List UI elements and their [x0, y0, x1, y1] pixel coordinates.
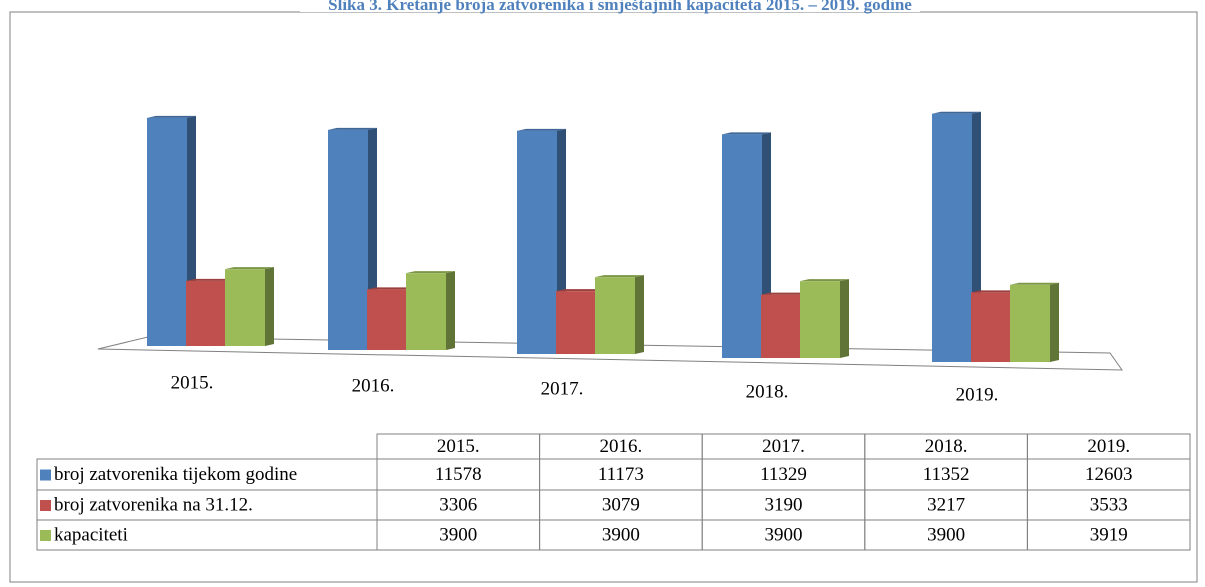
bar-side [265, 267, 274, 346]
legend-label: broj zatvorenika na 31.12. [54, 494, 253, 515]
table-value: 3900 [927, 524, 965, 545]
bar-front [406, 273, 446, 350]
table-value: 3217 [927, 494, 965, 515]
bar-top [556, 289, 605, 292]
bar-top [186, 278, 235, 281]
table-header: 2017. [762, 436, 805, 457]
x-tick-label: 2016. [352, 375, 395, 396]
chart-title: Slika 3. Kretanje broja zatvorenika i sm… [328, 0, 912, 14]
table-value: 3900 [439, 524, 477, 545]
table-value: 11578 [435, 464, 482, 485]
bar-top [1010, 282, 1059, 285]
legend-swatch [40, 500, 51, 511]
table-value: 3919 [1090, 524, 1128, 545]
bar-top [971, 290, 1020, 293]
bar-front [225, 269, 265, 346]
x-tick-label: 2017. [541, 378, 584, 399]
bar-top [328, 127, 377, 130]
table-header: 2016. [600, 436, 643, 457]
table-value: 3900 [765, 524, 803, 545]
bar-top [517, 128, 566, 131]
bar-top [761, 292, 810, 295]
bar-top [225, 267, 274, 270]
bar-side [840, 279, 849, 358]
table-value: 3900 [602, 524, 640, 545]
bar-top [800, 279, 849, 282]
bar-top [406, 271, 455, 274]
bar [406, 271, 455, 350]
legend-swatch [40, 469, 51, 481]
bar-side [635, 275, 644, 354]
table-value: 3306 [439, 494, 477, 515]
bar-front [556, 291, 596, 354]
bar-front [761, 294, 801, 358]
bar-top [595, 275, 644, 278]
table-value: 3079 [602, 494, 640, 515]
bar [225, 267, 274, 346]
bar-side [1050, 282, 1059, 362]
bar-front [367, 289, 407, 350]
table-value: 11352 [923, 464, 970, 485]
legend-label: kapaciteti [54, 524, 128, 545]
bar-front [517, 130, 557, 354]
bar-front [328, 129, 368, 350]
x-tick-label: 2018. [746, 381, 789, 402]
bar [800, 279, 849, 358]
x-tick-label: 2015. [171, 372, 214, 393]
table-row-cell [36, 519, 1191, 551]
bar-front [186, 280, 226, 346]
bar-front [722, 134, 762, 358]
table-header: 2019. [1087, 436, 1130, 457]
table-value: 11329 [760, 464, 807, 485]
table-header: 2018. [925, 436, 968, 457]
table-header: 2015. [437, 436, 480, 457]
bar-top [932, 111, 981, 114]
bar-top [722, 132, 771, 135]
legend-swatch [40, 530, 51, 541]
bar-front [932, 113, 972, 362]
bar [147, 115, 196, 347]
bar-front [800, 281, 840, 358]
title-bg [300, 0, 920, 12]
bar-front [971, 292, 1011, 362]
bar-front [595, 277, 635, 354]
table-value: 12603 [1085, 464, 1133, 485]
table-value: 3190 [765, 494, 803, 515]
bar [932, 111, 981, 362]
x-tick-label: 2019. [956, 384, 999, 405]
bar-front [1010, 284, 1050, 362]
bar [595, 275, 644, 354]
bar [1010, 282, 1059, 362]
table-value: 11173 [598, 464, 644, 485]
bar-top [147, 115, 196, 118]
bar-front [147, 117, 187, 347]
bar [328, 127, 377, 350]
bar-side [446, 271, 455, 350]
table-value: 3533 [1090, 494, 1128, 515]
legend-label: broj zatvorenika tijekom godine [54, 464, 297, 485]
bar-top [367, 287, 416, 290]
